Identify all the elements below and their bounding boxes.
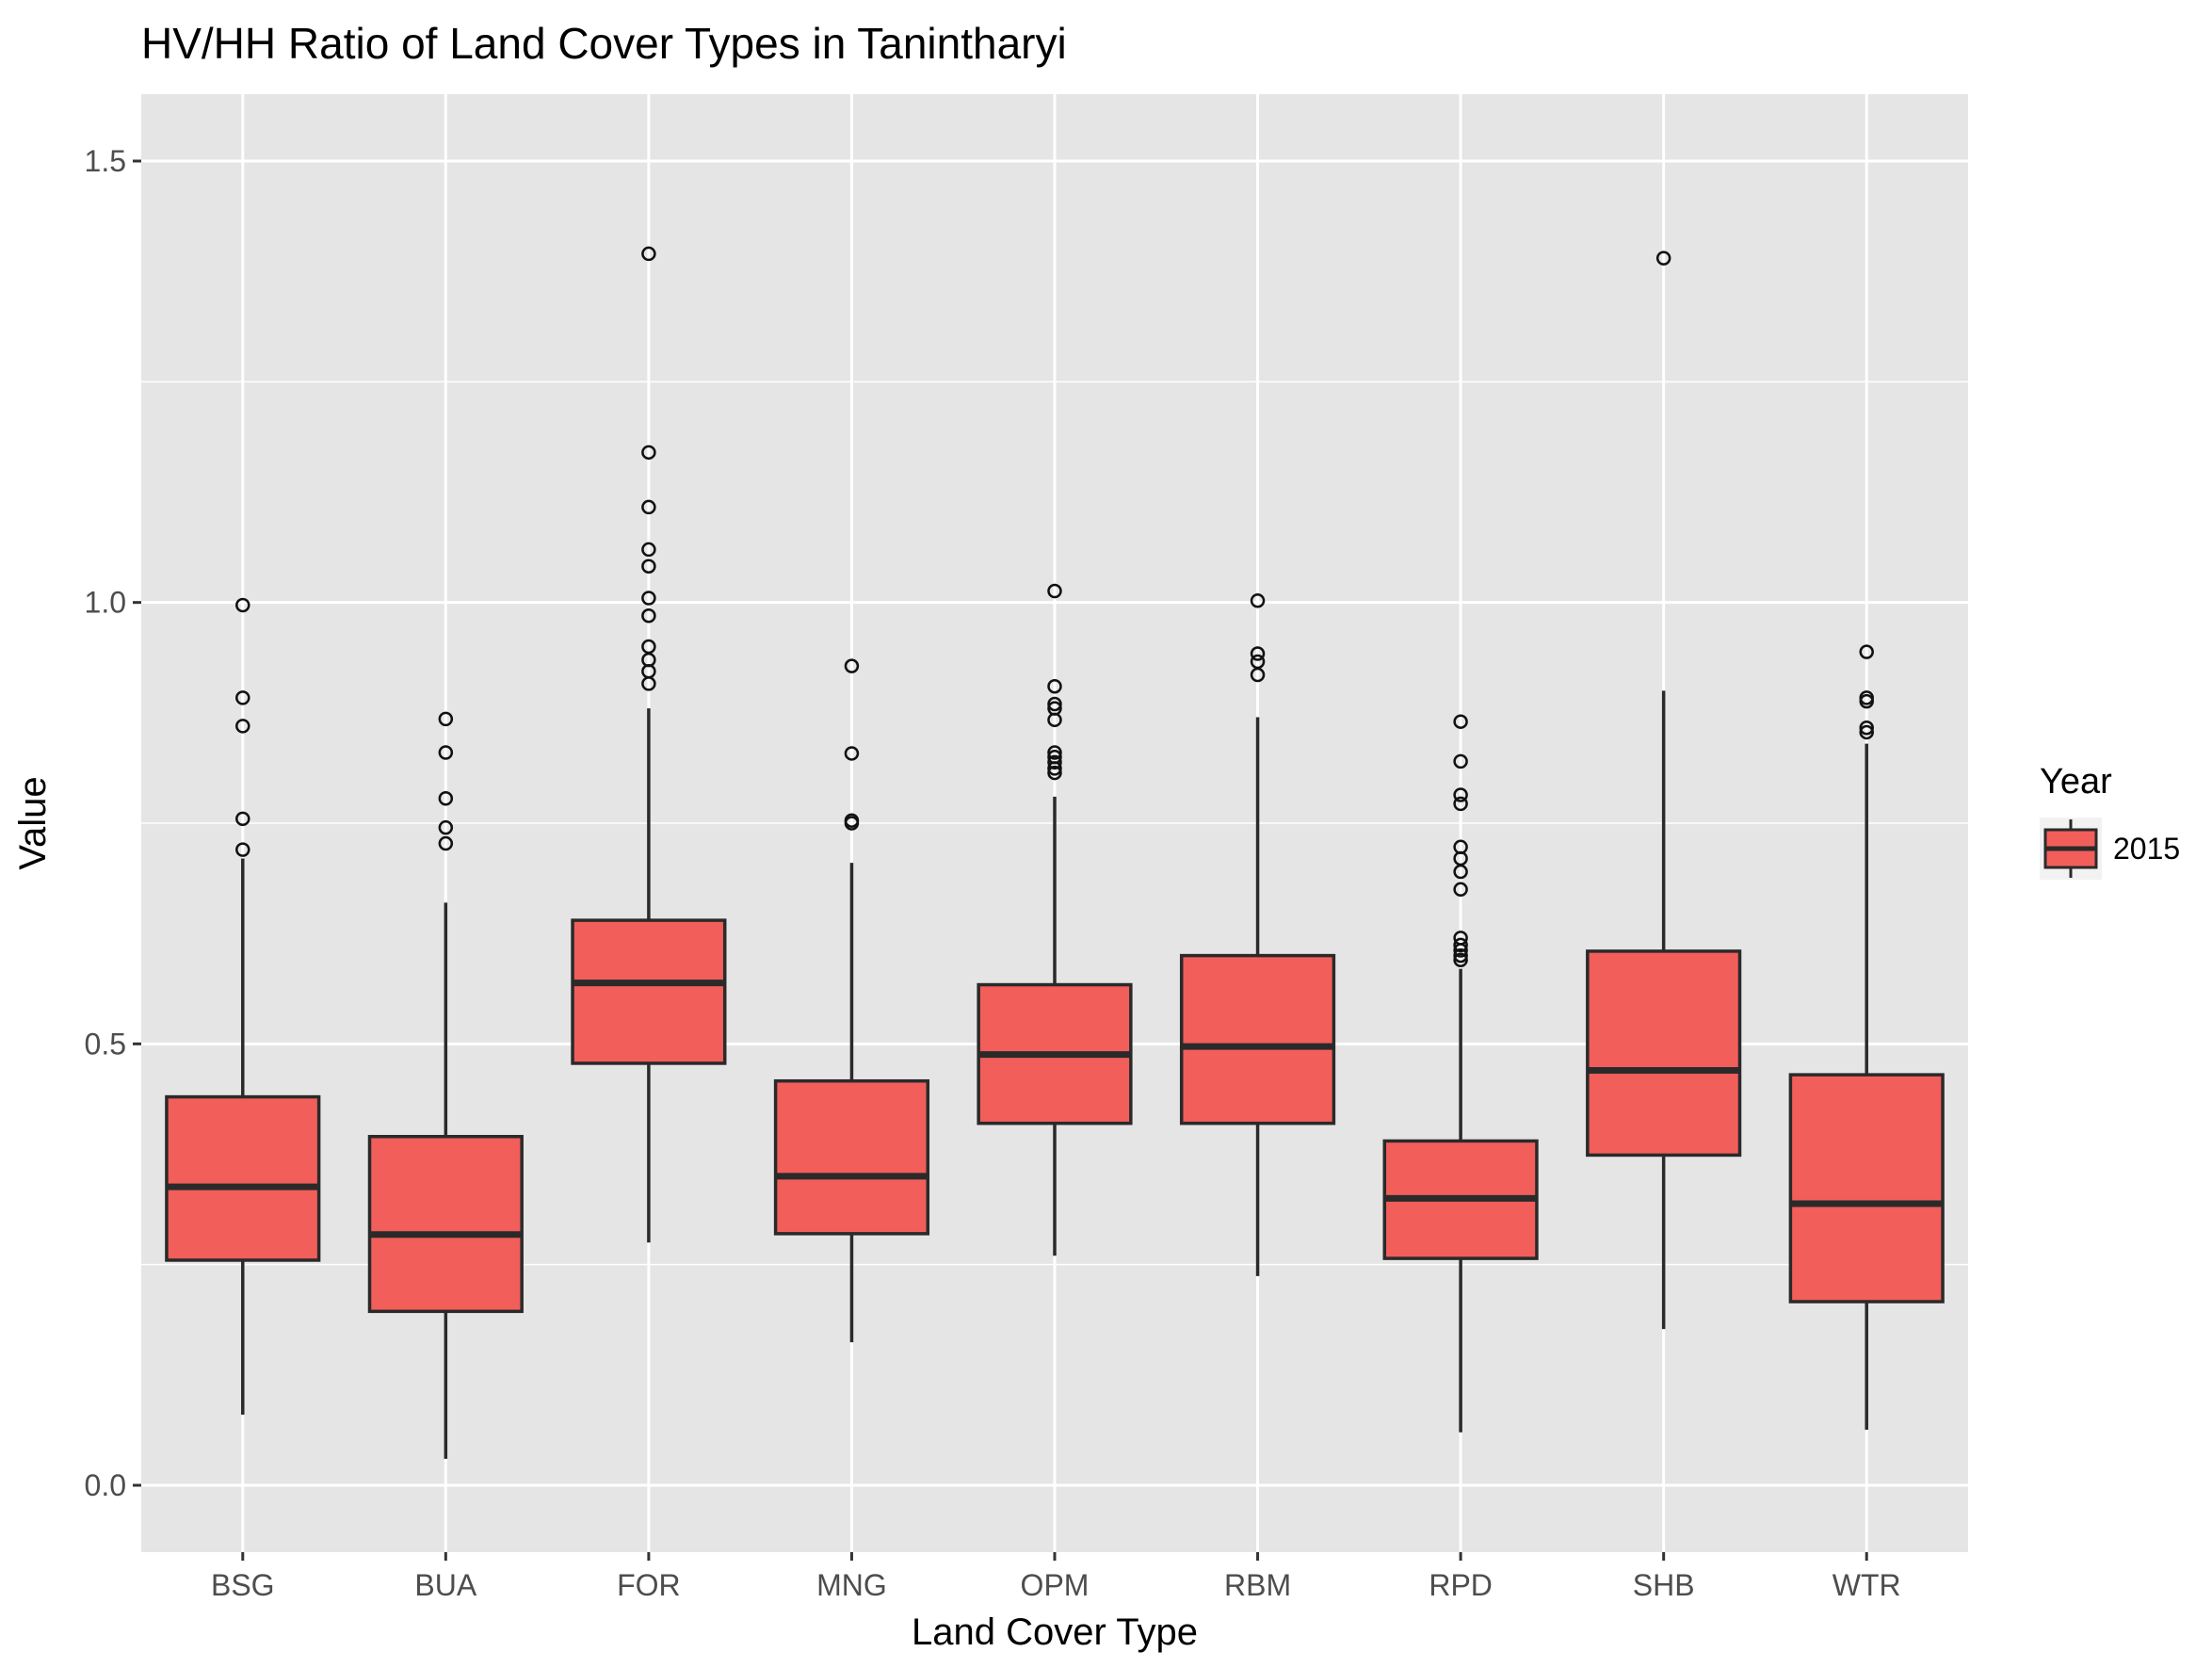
outlier-point: [438, 835, 454, 851]
outlier-point: [1453, 931, 1468, 946]
outlier-point: [641, 499, 656, 515]
box-rbm: [1179, 593, 1336, 1276]
x-tick-label-rbm: RBM: [1224, 1568, 1291, 1602]
outlier-point: [1453, 753, 1468, 769]
iqr-box: [571, 918, 727, 1065]
outlier-point: [438, 711, 454, 727]
x-tick-label-mng: MNG: [816, 1568, 887, 1602]
outlier-point: [1453, 937, 1468, 953]
x-tick-label-rpd: RPD: [1429, 1568, 1493, 1602]
outlier-point: [1453, 714, 1468, 729]
outlier-point: [641, 607, 656, 623]
iqr-box: [367, 1135, 524, 1314]
outlier-point: [844, 813, 860, 828]
box-shb: [1586, 251, 1742, 1330]
box-wtr: [1788, 644, 1945, 1430]
box-bsg: [165, 597, 321, 1416]
outlier-point: [1453, 796, 1468, 812]
outlier-point: [1047, 696, 1062, 712]
outlier-point: [844, 658, 860, 673]
legend-title: Year: [2040, 762, 2112, 802]
outlier-point: [641, 639, 656, 655]
outlier-point: [1047, 745, 1062, 760]
boxes: [165, 246, 1945, 1459]
legend-entry-2015: 2015: [2113, 832, 2180, 866]
outlier-point: [438, 745, 454, 760]
outlier-point: [1859, 690, 1874, 705]
x-axis: BSG BUA FOR MNG OPM RBM RPD SHB WTR: [211, 1552, 1901, 1602]
y-tick-label: 1.5: [85, 144, 126, 178]
iqr-box: [773, 1078, 930, 1236]
outlier-point: [1047, 678, 1062, 694]
outlier-point: [1655, 251, 1671, 266]
outlier-point: [235, 690, 250, 705]
outlier-point: [1047, 749, 1062, 765]
outlier-point: [235, 811, 250, 827]
iqr-box: [1179, 953, 1336, 1125]
y-axis-title: Value: [12, 776, 54, 869]
outlier-point: [1047, 754, 1062, 770]
iqr-box: [165, 1094, 321, 1262]
outlier-point: [641, 246, 656, 262]
outlier-point: [1250, 646, 1266, 661]
box-for: [571, 246, 727, 1243]
iqr-box: [1586, 949, 1742, 1158]
outlier-point: [438, 791, 454, 806]
outlier-point: [1453, 882, 1468, 898]
outlier-point: [1453, 787, 1468, 802]
outlier-point: [1047, 765, 1062, 781]
outlier-point: [1047, 701, 1062, 716]
x-tick-label-shb: SHB: [1633, 1568, 1695, 1602]
x-axis-title: Land Cover Type: [912, 1611, 1198, 1653]
outlier-point: [1250, 593, 1266, 608]
box-opm: [977, 583, 1133, 1256]
x-tick-label-for: FOR: [617, 1568, 681, 1602]
x-tick-label-bua: BUA: [414, 1568, 476, 1602]
outlier-point: [1250, 654, 1266, 670]
outlier-point: [438, 819, 454, 835]
y-tick-label: 0.5: [85, 1027, 126, 1061]
outlier-point: [641, 559, 656, 574]
x-tick-label-opm: OPM: [1021, 1568, 1090, 1602]
outlier-point: [1859, 724, 1874, 740]
iqr-box: [1788, 1073, 1945, 1304]
box-mng: [773, 658, 930, 1343]
outlier-point: [641, 591, 656, 606]
outlier-point: [1453, 952, 1468, 968]
outlier-point: [1453, 839, 1468, 855]
outlier-point: [235, 597, 250, 613]
outlier-point: [1047, 583, 1062, 599]
outlier-point: [641, 542, 656, 558]
legend: Year 2015: [2040, 762, 2180, 880]
outlier-point: [235, 842, 250, 857]
box-rpd: [1382, 714, 1539, 1433]
x-tick-label-wtr: WTR: [1833, 1568, 1901, 1602]
outlier-point: [1453, 947, 1468, 964]
outlier-point: [235, 719, 250, 734]
outlier-point: [844, 746, 860, 761]
y-axis: 0.0 0.5 1.0 1.5: [85, 144, 141, 1502]
y-tick-label: 0.0: [85, 1468, 126, 1502]
box-bua: [367, 711, 524, 1459]
outlier-point: [1859, 644, 1874, 659]
outlier-point: [641, 445, 656, 461]
x-tick-label-bsg: BSG: [211, 1568, 275, 1602]
outlier-point: [1859, 721, 1874, 736]
chart-title: HV/HH Ratio of Land Cover Types in Tanin…: [141, 19, 1067, 68]
y-tick-label: 1.0: [85, 586, 126, 620]
